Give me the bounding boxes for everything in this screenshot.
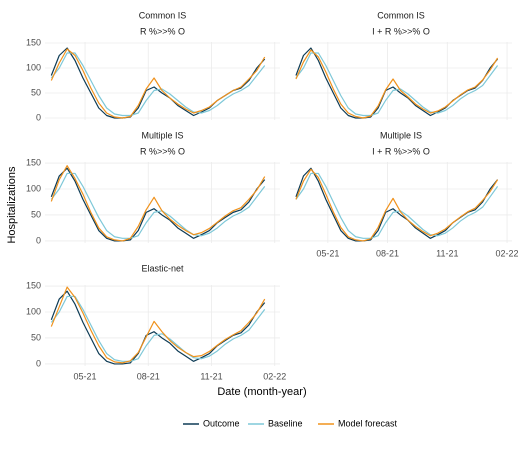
y-tick-label: 150 bbox=[26, 37, 41, 47]
y-tick-label: 100 bbox=[26, 306, 41, 316]
y-tick-label: 0 bbox=[36, 358, 41, 368]
panel-subtitle: I + R %>>% O bbox=[372, 146, 430, 156]
series-line bbox=[50, 52, 266, 117]
y-tick-label: 0 bbox=[36, 235, 41, 245]
series-line bbox=[295, 52, 499, 117]
series-line bbox=[50, 286, 266, 364]
y-axis-title: Hospitalizations bbox=[6, 166, 18, 244]
y-tick-label: 50 bbox=[31, 87, 41, 97]
panel-subtitle: R %>>% O bbox=[140, 146, 185, 156]
series-line bbox=[50, 172, 266, 239]
panel-title: Common IS bbox=[377, 10, 425, 20]
panel-title: Elastic-net bbox=[141, 263, 184, 273]
series-line bbox=[295, 168, 499, 242]
x-tick-label: 02-22 bbox=[496, 248, 518, 258]
panel-subtitle: R %>>% O bbox=[140, 26, 185, 36]
y-tick-label: 150 bbox=[26, 280, 41, 290]
x-tick-label: 05-21 bbox=[74, 371, 97, 381]
x-tick-label: 11-21 bbox=[436, 248, 458, 258]
x-tick-label: 08-21 bbox=[376, 248, 399, 258]
series-line bbox=[50, 295, 266, 362]
y-tick-label: 50 bbox=[31, 332, 41, 342]
panel-subtitle: I + R %>>% O bbox=[372, 26, 430, 36]
legend-label: Outcome bbox=[203, 418, 240, 428]
x-tick-label: 11-21 bbox=[200, 371, 222, 381]
series-line bbox=[295, 172, 499, 239]
series-line bbox=[50, 48, 266, 119]
panel-title: Common IS bbox=[139, 10, 187, 20]
series-line bbox=[295, 49, 499, 119]
y-tick-label: 0 bbox=[36, 112, 41, 122]
series-line bbox=[50, 290, 266, 365]
x-tick-label: 08-21 bbox=[137, 371, 160, 381]
panel-title: Multiple IS bbox=[380, 130, 422, 140]
series-line bbox=[50, 47, 266, 119]
legend-label: Baseline bbox=[268, 418, 303, 428]
y-tick-label: 100 bbox=[26, 183, 41, 193]
x-tick-label: 05-21 bbox=[316, 248, 339, 258]
y-tick-label: 50 bbox=[31, 209, 41, 219]
series-line bbox=[50, 165, 266, 242]
series-line bbox=[295, 47, 499, 119]
panel-title: Multiple IS bbox=[141, 130, 183, 140]
legend-label: Model forecast bbox=[338, 418, 398, 428]
y-tick-label: 150 bbox=[26, 157, 41, 167]
x-axis-title: Date (month-year) bbox=[217, 386, 306, 398]
y-tick-label: 100 bbox=[26, 62, 41, 72]
x-tick-label: 02-22 bbox=[263, 371, 286, 381]
